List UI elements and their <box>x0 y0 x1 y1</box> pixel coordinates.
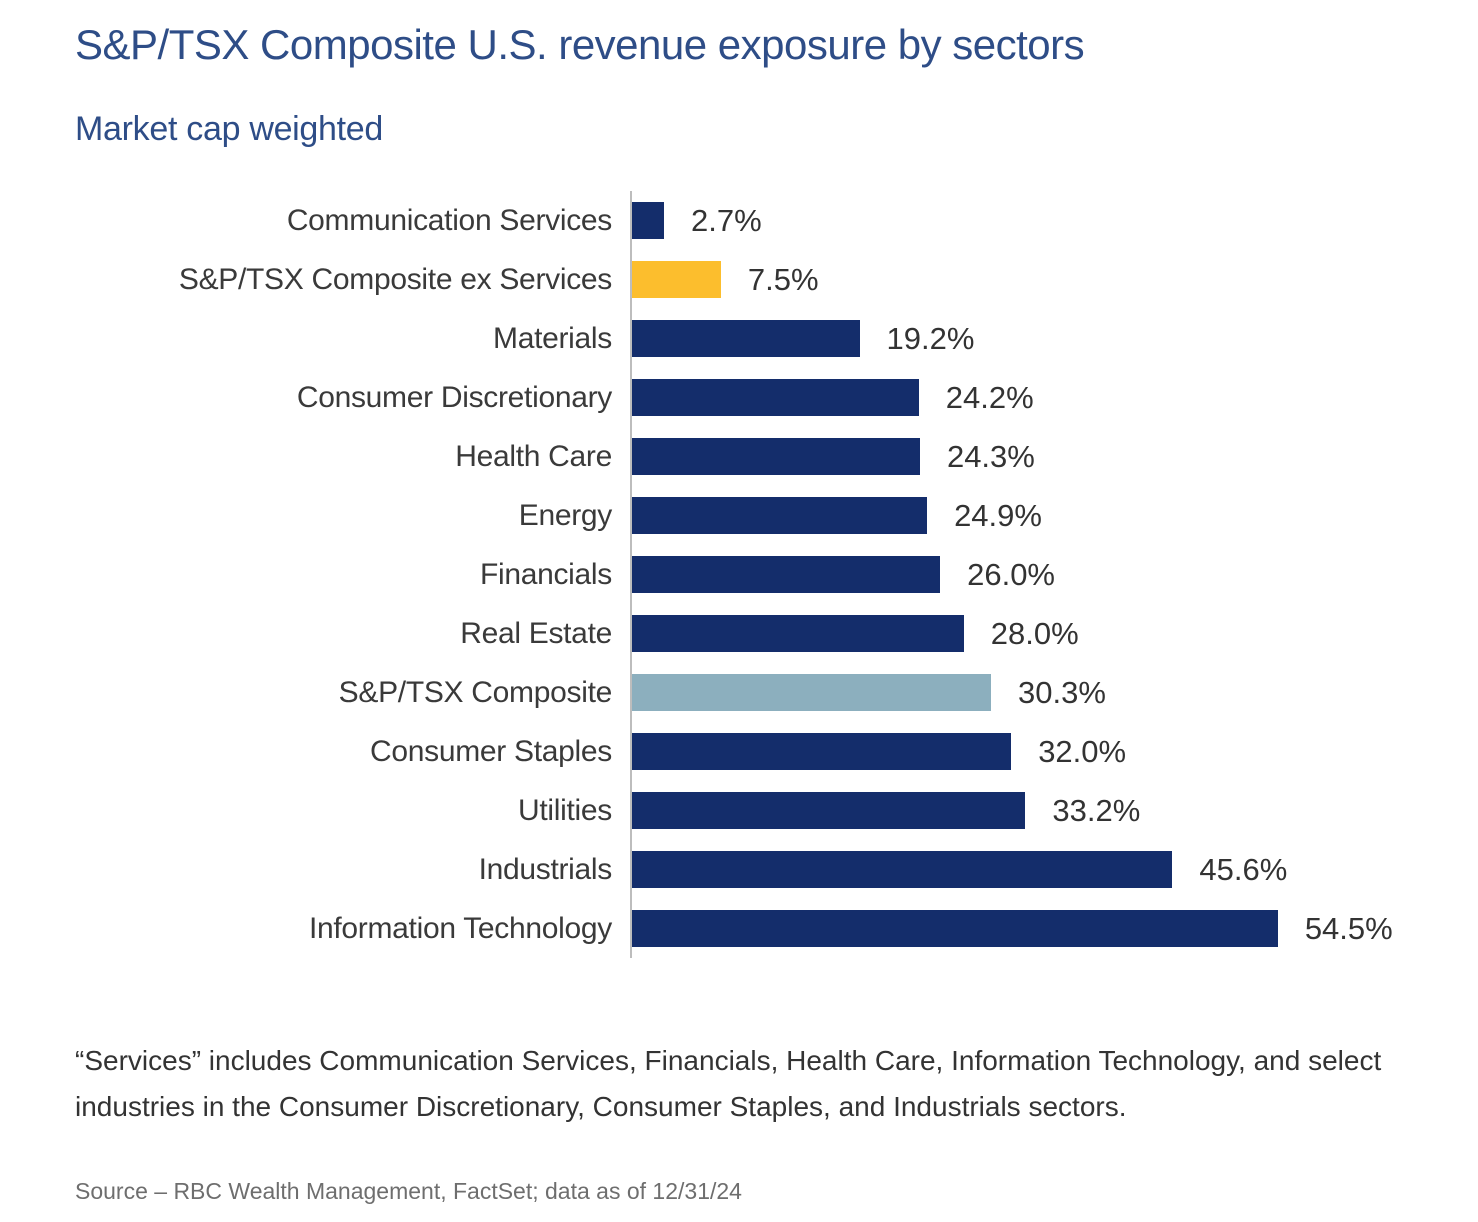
category-label: Materials <box>493 321 612 355</box>
plot-area: 24.2% <box>630 368 1465 428</box>
bar-row: Financials 26.0% <box>75 545 1465 605</box>
category-label: Industrials <box>478 852 613 886</box>
bar-row: Materials 19.2% <box>75 309 1465 369</box>
bar <box>632 792 1026 830</box>
bar-row: S&P/TSX Composite 30.3% <box>75 663 1465 723</box>
plot-area: 30.3% <box>630 663 1465 723</box>
value-label: 7.5% <box>747 261 819 297</box>
bar <box>632 261 721 299</box>
value-label: 19.2% <box>886 320 975 356</box>
bar <box>632 733 1012 771</box>
bar-row: Communication Services 2.7% <box>75 191 1465 251</box>
category-label: S&P/TSX Composite <box>338 675 613 709</box>
bar <box>632 438 920 476</box>
bar <box>632 910 1278 948</box>
category-label: Utilities <box>518 793 612 827</box>
bar-row: Industrials 45.6% <box>75 840 1465 900</box>
bar-row: Consumer Staples 32.0% <box>75 722 1465 782</box>
value-label: 32.0% <box>1038 733 1127 769</box>
value-label: 28.0% <box>990 615 1079 651</box>
bar <box>632 556 941 594</box>
bar-chart: Communication Services 2.7% S&P/TSX Compos… <box>75 191 1465 959</box>
bar-row: Health Care 24.3% <box>75 427 1465 487</box>
plot-area: 33.2% <box>630 781 1465 841</box>
category-label: Consumer Discretionary <box>296 380 612 414</box>
category-label: S&P/TSX Composite ex Services <box>178 262 612 296</box>
plot-area: 19.2% <box>630 309 1465 369</box>
category-label: Real Estate <box>460 616 612 650</box>
plot-area: 28.0% <box>630 604 1465 664</box>
bar-row: Real Estate 28.0% <box>75 604 1465 664</box>
category-label: Communication Services <box>286 203 612 237</box>
value-label: 30.3% <box>1018 674 1106 710</box>
category-label: Consumer Staples <box>370 734 612 768</box>
bar <box>632 615 964 653</box>
plot-area: 54.5% <box>630 899 1465 959</box>
bar <box>632 851 1173 889</box>
category-label: Financials <box>479 557 612 591</box>
footnote-text: “Services” includes Communication Servic… <box>75 1045 1382 1123</box>
plot-area: 32.0% <box>630 722 1465 782</box>
category-label: Energy <box>518 498 613 532</box>
value-label: 24.2% <box>945 379 1034 415</box>
bar-row: Consumer Discretionary 24.2% <box>75 368 1465 428</box>
value-label: 24.3% <box>946 438 1035 474</box>
chart-title: S&P/TSX Composite U.S. revenue exposure … <box>75 21 1085 68</box>
bar-row: Energy 24.9% <box>75 486 1465 546</box>
plot-area: 24.3% <box>630 427 1465 487</box>
bar <box>632 320 860 358</box>
plot-area: 26.0% <box>630 545 1465 605</box>
bar-row: S&P/TSX Composite ex Services 7.5% <box>75 250 1465 310</box>
bar <box>632 379 919 417</box>
bar <box>632 497 928 535</box>
category-label: Health Care <box>455 439 612 473</box>
value-label: 2.7% <box>690 202 762 238</box>
value-label: 33.2% <box>1052 792 1141 828</box>
category-label: Information Technology <box>308 911 612 945</box>
value-label: 26.0% <box>967 556 1055 592</box>
bar-row: Utilities 33.2% <box>75 781 1465 841</box>
source-attribution: Source – RBC Wealth Management, FactSet;… <box>75 1178 742 1204</box>
bar-row: Information Technology 54.5% <box>75 899 1465 959</box>
value-label: 24.9% <box>954 497 1042 533</box>
bar <box>632 674 992 712</box>
bar <box>632 202 664 240</box>
value-label: 45.6% <box>1199 851 1288 887</box>
value-label: 54.5% <box>1304 910 1393 946</box>
chart-page: S&P/TSX Composite U.S. revenue exposure … <box>75 21 1465 1123</box>
plot-area: 7.5% <box>630 250 1465 310</box>
plot-area: 2.7% <box>630 191 1465 251</box>
chart-subtitle: Market cap weighted <box>75 110 384 149</box>
plot-area: 24.9% <box>630 486 1465 546</box>
plot-area: 45.6% <box>630 840 1465 900</box>
